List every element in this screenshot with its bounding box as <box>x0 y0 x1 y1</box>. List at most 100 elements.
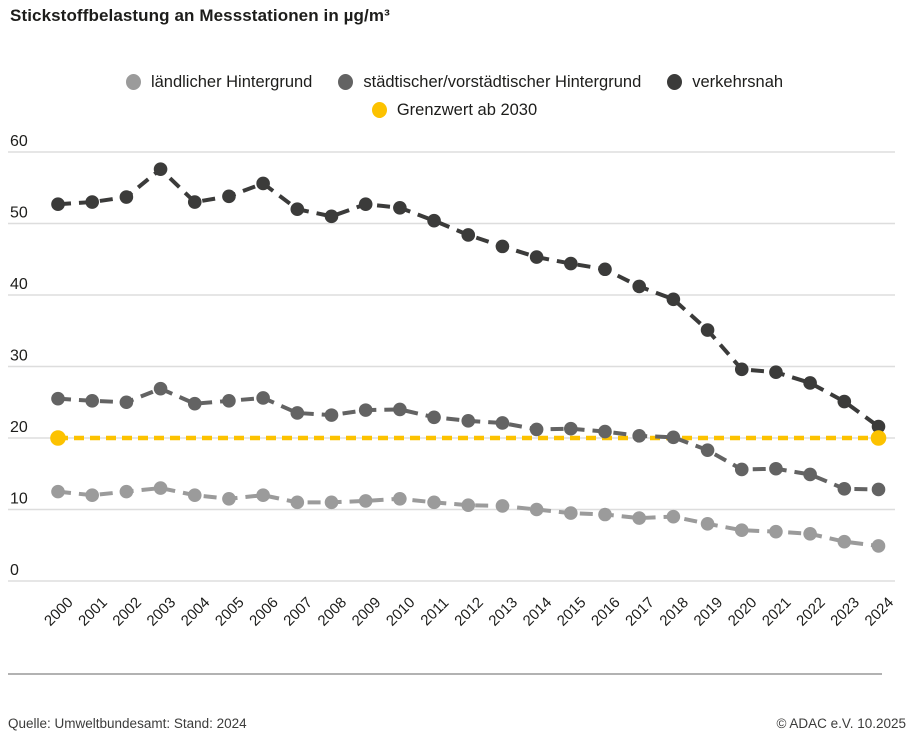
data-point <box>256 391 270 405</box>
data-point <box>187 488 202 503</box>
y-tick-label: 20 <box>10 419 28 436</box>
x-tick-label: 2017 <box>622 594 658 630</box>
x-tick-label: 2009 <box>349 594 385 630</box>
footer-divider <box>8 673 882 675</box>
x-tick-label: 2015 <box>554 594 590 630</box>
data-point <box>427 410 441 425</box>
data-point <box>256 488 270 503</box>
x-tick-label: 2021 <box>759 594 795 630</box>
data-point <box>700 323 715 337</box>
data-point <box>564 421 578 436</box>
legend-label: städtischer/vorstädtischer Hintergrund <box>363 73 642 91</box>
data-point <box>666 292 681 307</box>
data-point <box>427 213 441 228</box>
data-point <box>324 209 339 224</box>
data-point <box>734 523 749 538</box>
data-point <box>358 403 373 417</box>
data-point <box>871 539 886 553</box>
data-point <box>495 499 510 513</box>
data-point <box>529 250 544 264</box>
data-point <box>564 506 578 520</box>
x-tick-label: 2020 <box>725 594 761 630</box>
data-point <box>85 394 99 408</box>
x-tick-label: 2001 <box>75 594 111 630</box>
data-point <box>393 491 407 506</box>
data-point <box>803 467 817 482</box>
data-point <box>461 228 476 242</box>
data-point <box>324 495 339 510</box>
data-point <box>187 195 202 209</box>
y-tick-label: 50 <box>10 205 28 222</box>
data-point <box>461 414 476 428</box>
legend-label: ländlicher Hintergrund <box>150 73 313 91</box>
x-tick-label: 2007 <box>280 594 316 630</box>
data-point <box>119 190 134 204</box>
x-tick-label: 2024 <box>862 594 898 630</box>
data-point <box>119 395 134 410</box>
data-point <box>358 494 373 508</box>
data-point <box>769 524 783 539</box>
x-tick-label: 2005 <box>212 594 248 630</box>
x-tick-label: 2002 <box>109 594 145 630</box>
x-tick-label: 2006 <box>246 594 282 630</box>
data-point <box>393 402 407 417</box>
legend-dot-icon <box>371 102 387 118</box>
data-point <box>222 491 236 506</box>
reference-end-dot <box>50 430 66 446</box>
data-point <box>769 461 783 476</box>
legend-row-2: Grenzwert ab 2030 <box>371 101 538 119</box>
data-point <box>153 162 168 176</box>
x-tick-label: 2003 <box>144 594 180 630</box>
data-point <box>871 419 886 434</box>
x-tick-label: 2014 <box>520 594 556 630</box>
x-tick-label: 2010 <box>383 594 419 630</box>
reference-end-dot <box>870 430 887 446</box>
chart-title: Stickstoffbelastung an Messstationen in … <box>10 6 390 25</box>
data-point <box>427 495 441 510</box>
legend-label: verkehrsnah <box>692 73 784 91</box>
data-point <box>290 202 305 216</box>
data-point <box>598 262 612 277</box>
data-point <box>666 430 681 445</box>
data-point <box>461 498 476 513</box>
data-point <box>529 422 544 437</box>
x-tick-label: 2022 <box>793 594 829 630</box>
data-point <box>734 462 749 477</box>
legend-dot-icon <box>667 74 683 90</box>
data-point <box>871 482 886 497</box>
legend-label: Grenzwert ab 2030 <box>396 101 538 119</box>
data-point <box>495 416 510 430</box>
x-tick-label: 2019 <box>691 594 727 630</box>
legend-dot-icon <box>338 74 354 90</box>
x-tick-label: 2018 <box>656 594 692 630</box>
y-tick-label: 40 <box>10 276 28 293</box>
data-point <box>51 391 65 406</box>
data-point <box>564 256 578 271</box>
copyright-note: © ADAC e.V. 10.2025 <box>776 716 906 731</box>
data-point <box>153 381 168 396</box>
legend-item: städtischer/vorstädtischer Hintergrund <box>338 73 641 91</box>
data-point <box>393 200 407 215</box>
legend-item: Grenzwert ab 2030 <box>371 101 538 119</box>
x-tick-label: 2012 <box>451 594 487 630</box>
data-point <box>290 495 305 510</box>
data-point <box>222 189 236 204</box>
data-point <box>529 502 544 517</box>
data-point <box>837 394 852 409</box>
data-point <box>700 443 715 457</box>
x-tick-label: 2008 <box>315 594 351 630</box>
x-tick-label: 2023 <box>827 594 863 630</box>
data-point <box>837 481 852 496</box>
chart-legend: ländlicher Hintergrund städtischer/vorstä… <box>0 73 909 119</box>
x-tick-label: 2016 <box>588 594 624 630</box>
legend-item: verkehrsnah <box>667 73 783 91</box>
data-point <box>803 527 817 541</box>
data-point <box>187 396 202 411</box>
data-point <box>769 365 783 380</box>
x-tick-label: 2013 <box>485 594 521 630</box>
legend-item: ländlicher Hintergrund <box>125 73 313 91</box>
data-point <box>632 511 646 525</box>
data-point <box>222 394 236 408</box>
y-tick-label: 0 <box>10 562 19 579</box>
data-point <box>51 484 65 499</box>
